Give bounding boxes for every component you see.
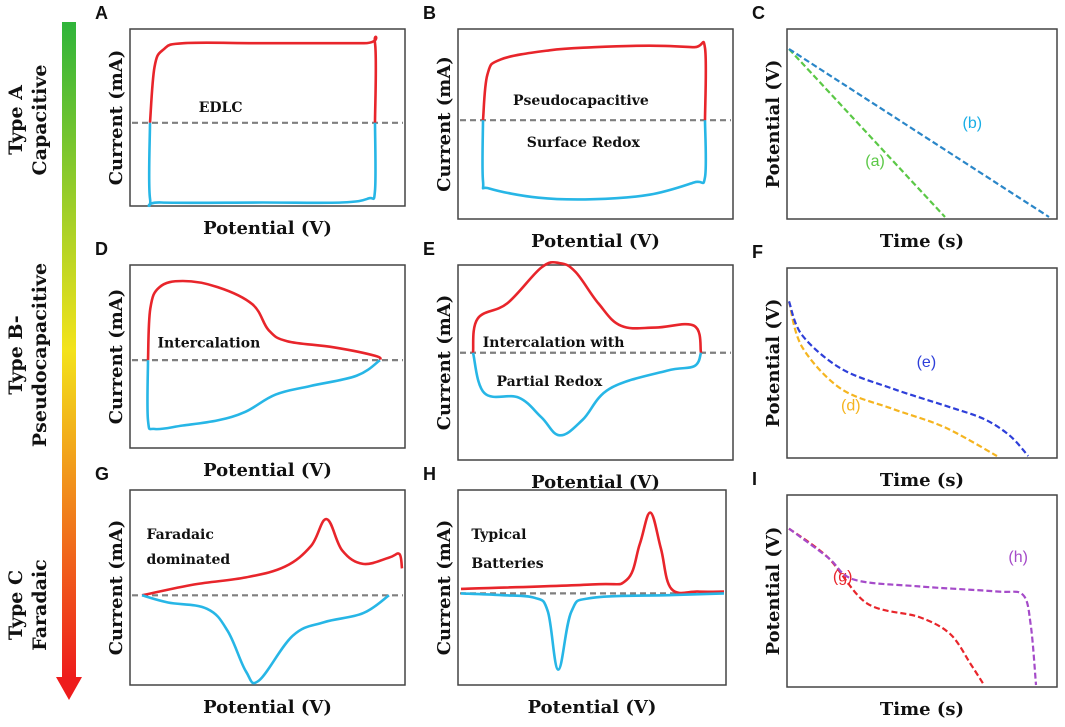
row-label-type-b: Type B- Pseudocapacitive xyxy=(5,263,51,447)
panel-letter: A xyxy=(95,3,108,23)
x-axis-title: Potential (V) xyxy=(531,472,660,493)
row-label-line1: Type B- xyxy=(5,315,27,394)
x-axis-title: Potential (V) xyxy=(203,460,332,481)
plot-frame xyxy=(129,28,406,207)
panel-b: B Potential (V) Current (mA) Pseudocapaciti… xyxy=(423,3,734,252)
cathodic-sweep-line xyxy=(460,592,725,671)
panel-letter: C xyxy=(752,3,765,23)
arrow-shaft xyxy=(62,22,76,677)
row-label-line2: Faradaic xyxy=(29,559,51,650)
anodic-sweep-line xyxy=(481,40,708,121)
x-axis-title: Potential (V) xyxy=(528,697,657,718)
curve-label: (a) xyxy=(865,153,885,170)
panel-letter: I xyxy=(752,469,757,489)
x-axis-title: Potential (V) xyxy=(203,697,332,718)
panel-letter: F xyxy=(752,242,763,262)
anodic-sweep-line xyxy=(471,260,703,354)
curve-annotation: Faradaic xyxy=(147,527,214,543)
x-axis-title: Potential (V) xyxy=(203,218,332,239)
curve-annotation-line2: dominated xyxy=(147,552,231,568)
panel-letter: G xyxy=(95,464,109,484)
curve-label: (d) xyxy=(841,398,861,415)
y-axis-title: Current (mA) xyxy=(434,295,455,431)
curve-annotation-line2: Surface Redox xyxy=(527,135,641,151)
cathodic-sweep-line xyxy=(471,352,703,437)
discharge-curve-line xyxy=(788,48,1050,218)
x-axis-title: Time (s) xyxy=(880,470,964,491)
plot-frame xyxy=(786,28,1058,220)
y-axis-title: Potential (V) xyxy=(763,60,784,189)
curve-annotation-line2: Batteries xyxy=(471,556,543,572)
anodic-sweep-line xyxy=(148,35,378,123)
row-label-type-c: Type C Faradaic xyxy=(5,559,51,650)
arrow-head xyxy=(56,677,82,700)
x-axis-title: Time (s) xyxy=(880,699,964,720)
curve-label: (g) xyxy=(833,568,853,585)
y-axis-title: Potential (V) xyxy=(763,299,784,428)
y-axis-title: Current (mA) xyxy=(106,520,127,656)
plot-frame xyxy=(129,264,406,449)
cathodic-sweep-line xyxy=(481,120,708,201)
x-axis-title: Time (s) xyxy=(880,231,964,252)
discharge-curve-line xyxy=(787,301,1030,457)
cathodic-sweep-line xyxy=(146,359,381,431)
curve-annotation-line2: Partial Redox xyxy=(497,374,603,390)
curve-annotation: EDLC xyxy=(199,100,243,116)
curve-annotation: Intercalation xyxy=(158,335,261,351)
discharge-curve-line xyxy=(788,48,946,218)
y-axis-title: Potential (V) xyxy=(763,527,784,656)
panel-letter: B xyxy=(423,3,436,23)
plot-frame xyxy=(786,494,1058,688)
panel-letter: E xyxy=(423,239,435,259)
curve-annotation: Pseudocapacitive xyxy=(513,93,649,109)
curve-label: (h) xyxy=(1008,549,1028,566)
anodic-sweep-line xyxy=(460,511,725,595)
curve-label: (e) xyxy=(917,354,937,371)
plot-frame xyxy=(457,28,734,220)
panel-c: C Time (s) Potential (V) (a) (b) xyxy=(752,3,1058,252)
curve-label: (b) xyxy=(963,115,983,132)
cathodic-sweep-line xyxy=(147,122,377,208)
anodic-sweep-line xyxy=(146,279,382,362)
y-axis-title: Current (mA) xyxy=(106,50,127,186)
curve-annotation: Intercalation with xyxy=(483,335,625,351)
row-label-line2: Pseudocapacitive xyxy=(29,263,51,447)
cathodic-sweep-line xyxy=(141,594,390,685)
row-label-line1: Type C xyxy=(5,570,27,640)
panel-letter: H xyxy=(423,464,436,484)
y-axis-title: Current (mA) xyxy=(434,520,455,656)
discharge-curve-line xyxy=(787,301,998,457)
discharge-curve-line xyxy=(788,527,1038,686)
plot-frame xyxy=(786,267,1058,459)
row-label-line2: Capacitive xyxy=(29,65,51,176)
discharge-curve-line xyxy=(788,527,985,686)
plot-frame xyxy=(457,264,734,461)
panel-e: E Potential (V) Current (mA) Intercalation … xyxy=(423,239,734,493)
plot-frame xyxy=(129,489,406,686)
x-axis-title: Potential (V) xyxy=(531,231,660,252)
panel-h: H Potential (V) Current (mA) Typical Batteri… xyxy=(423,464,727,718)
y-axis-title: Current (mA) xyxy=(106,289,127,425)
plot-frame xyxy=(457,489,727,686)
row-label-line1: Type A xyxy=(5,85,27,155)
anodic-sweep-line xyxy=(141,517,404,597)
curve-annotation: Typical xyxy=(471,527,526,543)
y-axis-title: Current (mA) xyxy=(434,56,455,192)
panel-f: F Time (s) Potential (V) (d) (e) xyxy=(752,242,1058,491)
row-label-type-a: Type A Capacitive xyxy=(5,65,51,176)
panel-g: G Potential (V) Current (mA) Faradaic domina… xyxy=(95,464,406,718)
panel-d: D Potential (V) Current (mA) Intercalation xyxy=(95,239,406,481)
panel-a: A Potential (V) Current (mA) EDLC xyxy=(95,3,406,239)
type-gradient-arrow xyxy=(56,22,82,700)
panel-i: I Time (s) Potential (V) (g) (h) xyxy=(752,469,1058,720)
panel-letter: D xyxy=(95,239,108,259)
